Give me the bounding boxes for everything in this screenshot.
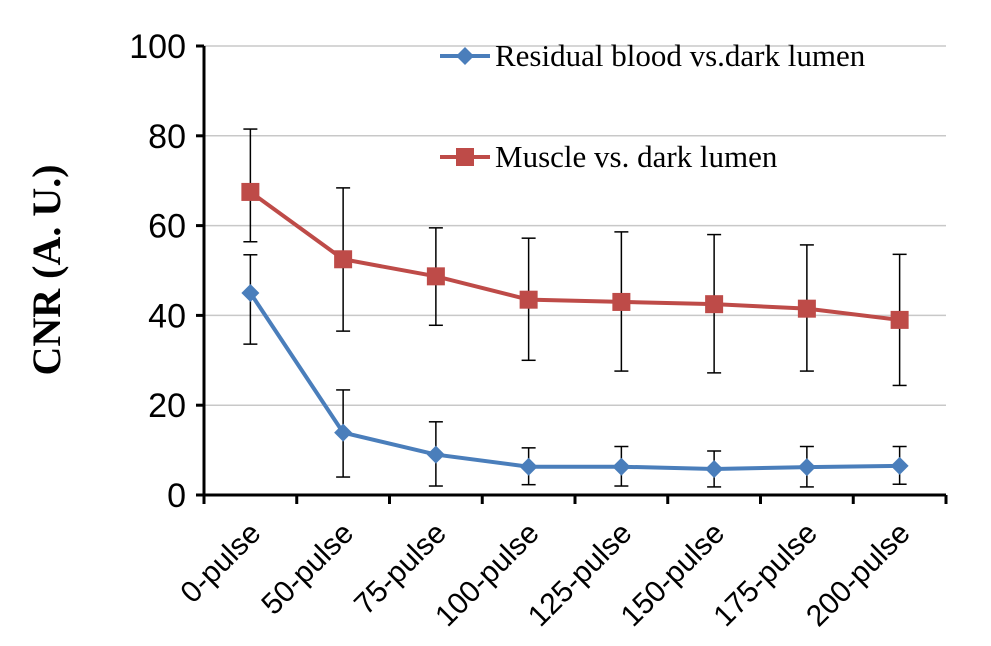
data-point: [241, 283, 260, 302]
y-tick-label: 20: [148, 387, 186, 425]
legend-label: Residual blood vs.dark lumen: [495, 38, 866, 73]
data-point: [705, 295, 724, 314]
data-point: [519, 457, 538, 476]
data-point: [334, 250, 353, 269]
series-line: [249, 190, 900, 322]
data-point: [890, 310, 909, 329]
data-point: [519, 290, 538, 309]
legend-marker: [456, 47, 474, 65]
legend-label: Muscle vs. dark lumen: [495, 139, 778, 174]
data-point: [705, 459, 724, 478]
y-tick-label: 0: [167, 477, 186, 515]
data-point: [612, 292, 631, 311]
legend-marker: [456, 148, 474, 166]
y-tick-label: 40: [148, 297, 186, 335]
data-point: [797, 458, 816, 477]
data-point: [241, 182, 260, 201]
data-point: [426, 267, 445, 286]
data-point: [612, 457, 631, 476]
y-tick-label: 80: [148, 118, 186, 156]
data-point: [797, 299, 816, 318]
y-axis-label: CNR (A. U.): [24, 164, 69, 375]
y-tick-label: 60: [148, 208, 186, 246]
x-tick-label: 50-pulse: [255, 517, 360, 622]
data-point: [426, 445, 445, 464]
series-line: [248, 291, 900, 471]
data-point: [890, 456, 909, 475]
data-point: [334, 423, 353, 442]
y-tick-label: 100: [129, 28, 186, 66]
x-tick-label: 0-pulse: [174, 517, 267, 610]
